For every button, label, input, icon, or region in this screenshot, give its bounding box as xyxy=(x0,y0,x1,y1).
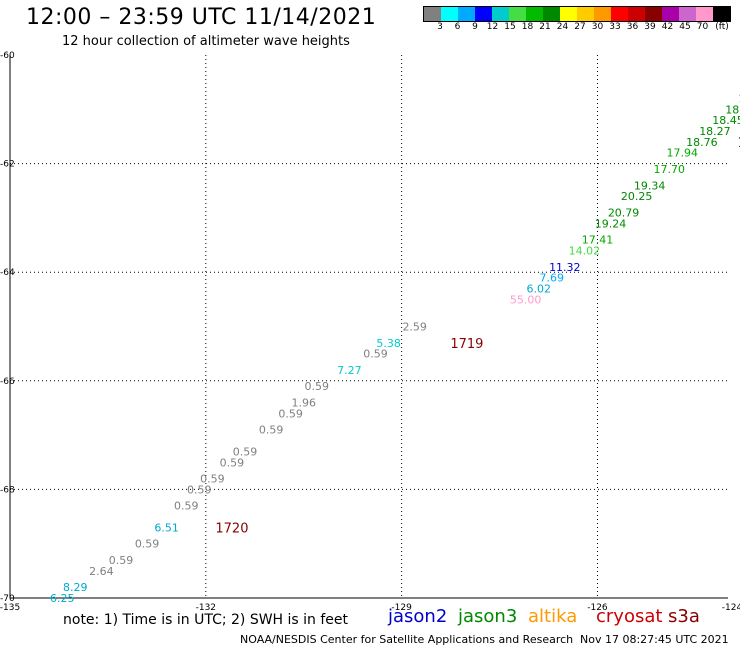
color-scale-cell xyxy=(509,7,526,21)
color-scale-cell xyxy=(628,7,645,21)
swh-data-label: 55.00 xyxy=(510,293,542,306)
timestamp-text: Nov 17 08:27:45 UTC 2021 xyxy=(580,633,729,646)
swh-data-label: 6.02 xyxy=(526,282,551,295)
swh-data-label: 2.59 xyxy=(402,321,427,334)
swh-data-label: 0.59 xyxy=(259,424,284,437)
color-scale-label: 45 xyxy=(679,22,691,32)
swh-data-label: 0.59 xyxy=(233,445,258,458)
color-scale-unit: (ft) xyxy=(715,22,729,32)
color-scale-label: 36 xyxy=(626,22,639,32)
color-scale-label: 70 xyxy=(696,22,709,32)
swh-data-label: 0.59 xyxy=(305,380,330,393)
color-scale-label: 24 xyxy=(556,22,569,32)
swh-data-label: 14.02 xyxy=(569,244,601,257)
color-scale-label: 6 xyxy=(454,22,461,32)
x-tick-label: -132 xyxy=(196,603,216,613)
swh-data-label: 0.59 xyxy=(174,500,199,513)
color-scale-cell xyxy=(492,7,509,21)
y-tick-label: -68 xyxy=(0,485,15,495)
color-scale-label: 33 xyxy=(609,22,621,32)
swh-data-label: 11.32 xyxy=(549,261,581,274)
color-scale-label: 39 xyxy=(644,22,656,32)
swh-data-label: 19.34 xyxy=(634,179,666,192)
swh-data-label: 20.25 xyxy=(621,190,653,203)
x-tick-label: -129 xyxy=(391,603,412,613)
color-scale-cell xyxy=(662,7,679,21)
swh-data-label: 6.25 xyxy=(50,592,75,605)
swh-data-label: 0.59 xyxy=(363,348,388,361)
swh-data-label: 0.59 xyxy=(278,407,303,420)
swh-data-label: 18.27 xyxy=(699,125,731,138)
color-scale-cell xyxy=(543,7,560,21)
pass-number-label: 1720 xyxy=(215,521,248,536)
color-scale-cell xyxy=(424,7,441,21)
x-tick-label: -124 xyxy=(722,603,740,613)
color-scale-cell xyxy=(526,7,543,21)
swh-data-label: 17.94 xyxy=(667,147,699,160)
swh-data-label: 8.29 xyxy=(63,581,88,594)
color-scale-cell xyxy=(560,7,577,21)
color-scale-cell xyxy=(594,7,611,21)
chart-subtitle: 12 hour collection of altimeter wave hei… xyxy=(62,34,350,49)
x-tick-label: -126 xyxy=(587,603,608,613)
credit-text: NOAA/NESDIS Center for Satellite Applica… xyxy=(240,633,574,646)
swh-data-label: 0.59 xyxy=(200,473,225,486)
y-tick-label: -62 xyxy=(0,160,15,170)
color-scale-cell xyxy=(679,7,696,21)
color-scale-cell xyxy=(611,7,628,21)
swh-data-label: 6.51 xyxy=(154,521,179,534)
pass-number-label: 1718 xyxy=(738,136,740,151)
color-scale-label: 30 xyxy=(591,22,604,32)
swh-data-label: 18.91 xyxy=(738,92,740,105)
swh-data-label: 1.96 xyxy=(291,397,316,410)
color-scale-label: 3 xyxy=(437,22,443,32)
legend-item-cryosat: cryosat xyxy=(596,606,663,627)
color-scale-label: 15 xyxy=(504,22,516,32)
legend-item-altika: altika xyxy=(528,606,578,627)
color-scale-cell xyxy=(696,7,713,21)
swh-data-label: 18.76 xyxy=(686,136,718,149)
y-tick-label: -66 xyxy=(0,377,15,387)
color-scale-cell xyxy=(458,7,475,21)
color-scale-label: 27 xyxy=(574,22,586,32)
swh-data-label: 7.27 xyxy=(337,364,362,377)
color-scale-cell xyxy=(713,7,730,21)
color-scale-label: 21 xyxy=(539,22,551,32)
pass-number-label: 1719 xyxy=(450,337,483,352)
swh-data-label: 19.24 xyxy=(595,217,627,230)
swh-data-label: 0.59 xyxy=(187,483,212,496)
chart-title: 12:00 – 23:59 UTC 11/14/2021 xyxy=(26,5,377,30)
swh-data-label: 7.69 xyxy=(540,272,565,285)
color-scale-cell xyxy=(577,7,594,21)
swh-data-label: 18.45 xyxy=(712,114,740,127)
swh-data-label: 18.45 xyxy=(725,103,740,116)
swh-data-label: 5.38 xyxy=(376,337,401,350)
color-scale-bar xyxy=(423,6,731,22)
color-scale-cell xyxy=(645,7,662,21)
color-scale-label: 42 xyxy=(661,22,674,32)
x-tick-label: -135 xyxy=(0,603,20,613)
swh-data-label: 0.59 xyxy=(220,456,245,469)
swh-data-label: 2.64 xyxy=(89,565,114,578)
y-tick-label: -60 xyxy=(0,51,15,61)
swh-data-label: 20.79 xyxy=(608,206,640,219)
color-scale-label: 18 xyxy=(521,22,534,32)
y-tick-label: -64 xyxy=(0,268,15,278)
y-tick-label: -70 xyxy=(0,594,15,604)
color-scale-label: 9 xyxy=(472,22,478,32)
swh-data-label: 17.41 xyxy=(582,234,614,247)
color-scale-cell xyxy=(441,7,458,21)
color-scale-cell xyxy=(475,7,492,21)
swh-data-label: 0.59 xyxy=(109,554,134,567)
swh-data-label: 17.70 xyxy=(654,163,686,176)
legend-item-jason2: jason2 xyxy=(388,606,448,627)
swh-data-label: 0.59 xyxy=(135,538,160,551)
legend-item-s3a: s3a xyxy=(668,606,700,627)
footer-note: note: 1) Time is in UTC; 2) SWH is in fe… xyxy=(63,612,349,628)
legend-item-jason3: jason3 xyxy=(458,606,518,627)
color-scale-label: 12 xyxy=(486,22,499,32)
